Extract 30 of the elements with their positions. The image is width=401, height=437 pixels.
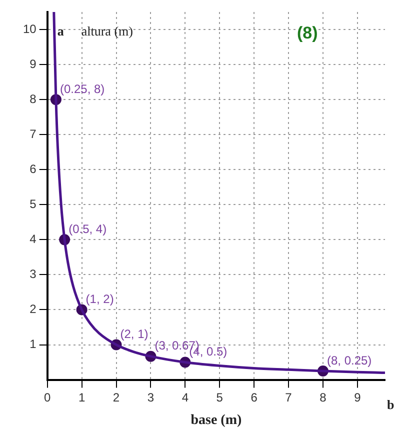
text: (8) <box>296 24 318 43</box>
text: b <box>387 397 394 412</box>
y-tick-label: 2 <box>30 302 37 316</box>
x-tick-label: 2 <box>112 390 120 404</box>
x-tick-label: 6 <box>250 390 258 404</box>
y-tick-label: 1 <box>30 337 37 352</box>
y-tick-label: 9 <box>30 56 37 71</box>
y-tick-label: 5 <box>30 196 37 211</box>
y-tick-label: 7 <box>30 126 37 141</box>
y-tick-label: 3 <box>30 267 37 282</box>
x-tick-label: 9 <box>354 390 362 404</box>
annotation: a <box>57 23 64 38</box>
data-label: (2, 1) <box>120 327 148 342</box>
x-axis-title: base (m) <box>190 413 242 428</box>
y-tick-label: 6 <box>30 162 37 176</box>
x-tick-label: 4 <box>182 390 189 404</box>
x-tick-label: 5 <box>216 390 224 404</box>
x-tick-label: 8 <box>320 390 327 404</box>
data-label: (0.5, 4) <box>68 222 107 236</box>
x-tick-label: 7 <box>285 390 292 404</box>
x-tick-label: 3 <box>147 390 154 404</box>
data-label: (1, 2) <box>86 292 114 306</box>
x-tick-label: 1 <box>78 390 86 404</box>
x-tick-label: 0 <box>44 390 52 404</box>
y-axis-title: altura (m) <box>81 23 133 38</box>
data-label: (0.25, 8) <box>60 82 105 96</box>
y-tick-label: 10 <box>22 22 37 36</box>
y-tick-label: 4 <box>30 232 37 246</box>
y-tick-label: 8 <box>30 92 37 106</box>
data-label: (8, 0.25) <box>326 353 372 368</box>
